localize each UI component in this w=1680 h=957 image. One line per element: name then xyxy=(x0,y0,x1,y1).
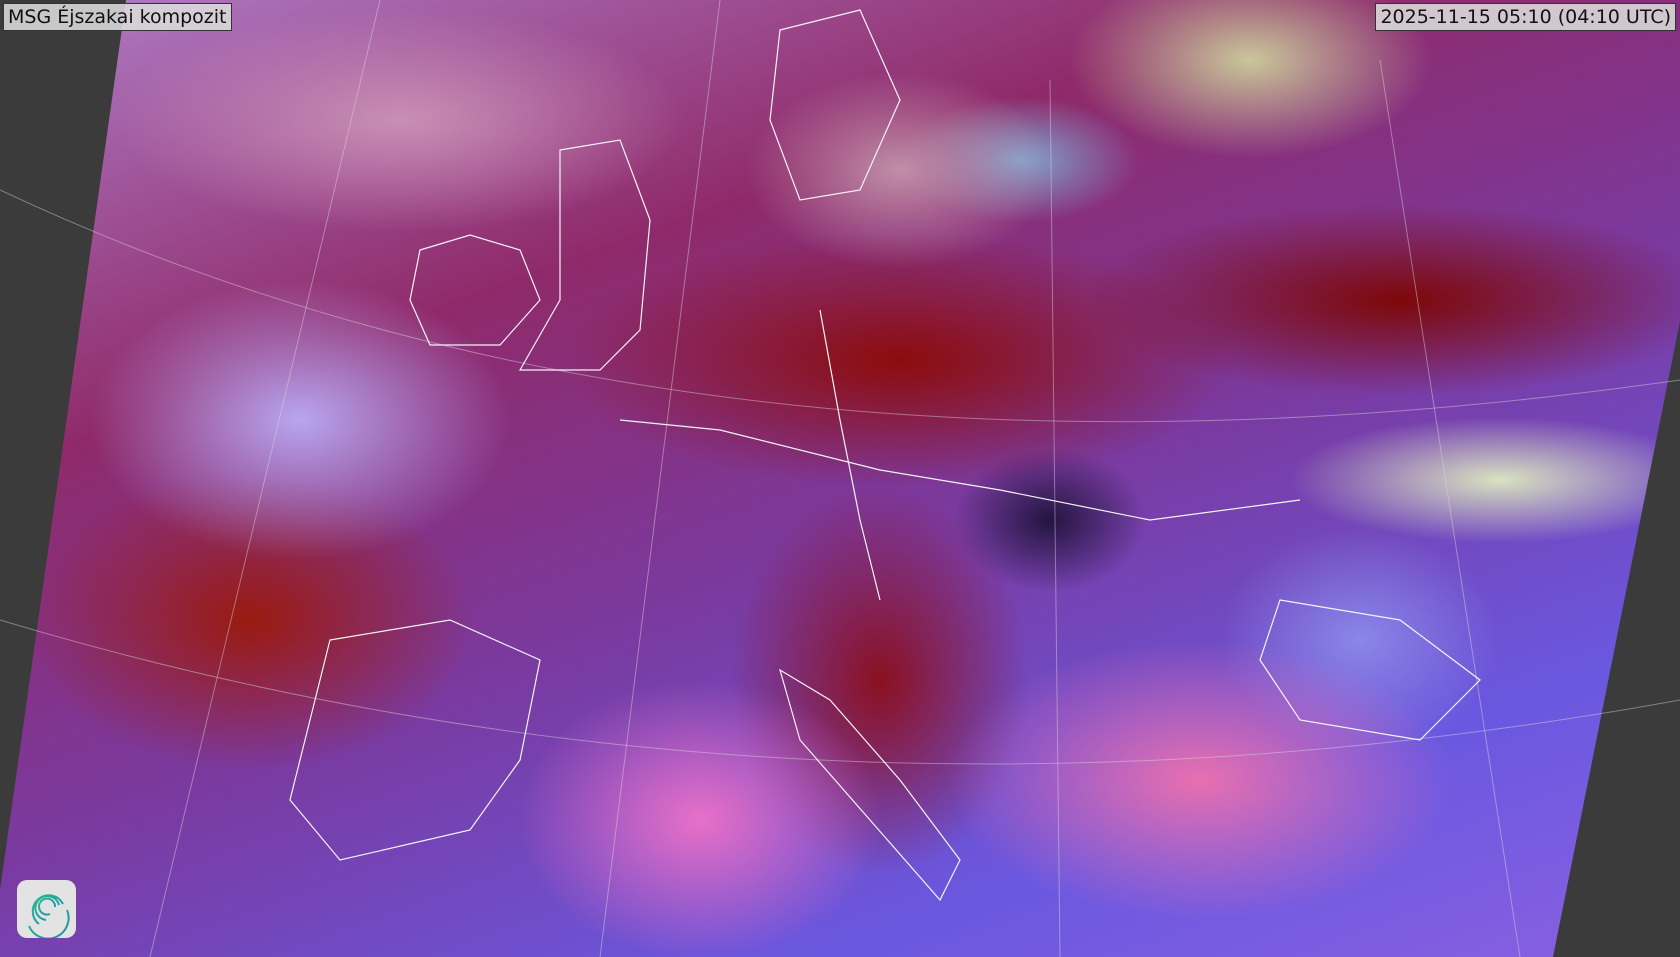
graticule-line xyxy=(0,189,1680,423)
graticule-line xyxy=(1049,79,1061,957)
coastline xyxy=(779,668,961,902)
timestamp-label: 2025-11-15 05:10 (04:10 UTC) xyxy=(1375,3,1676,31)
coastline xyxy=(289,619,541,861)
graticule-line xyxy=(599,0,721,957)
coastline xyxy=(518,139,651,371)
coastline xyxy=(769,9,901,201)
coastline xyxy=(1259,599,1481,741)
graticule-line xyxy=(1379,59,1521,957)
border xyxy=(819,309,881,601)
border xyxy=(619,419,1301,521)
product-title-label: MSG Éjszakai kompozit xyxy=(3,3,232,31)
coastline xyxy=(409,234,541,346)
spiral-logo-icon[interactable] xyxy=(17,880,76,940)
graticule-line xyxy=(149,0,381,957)
